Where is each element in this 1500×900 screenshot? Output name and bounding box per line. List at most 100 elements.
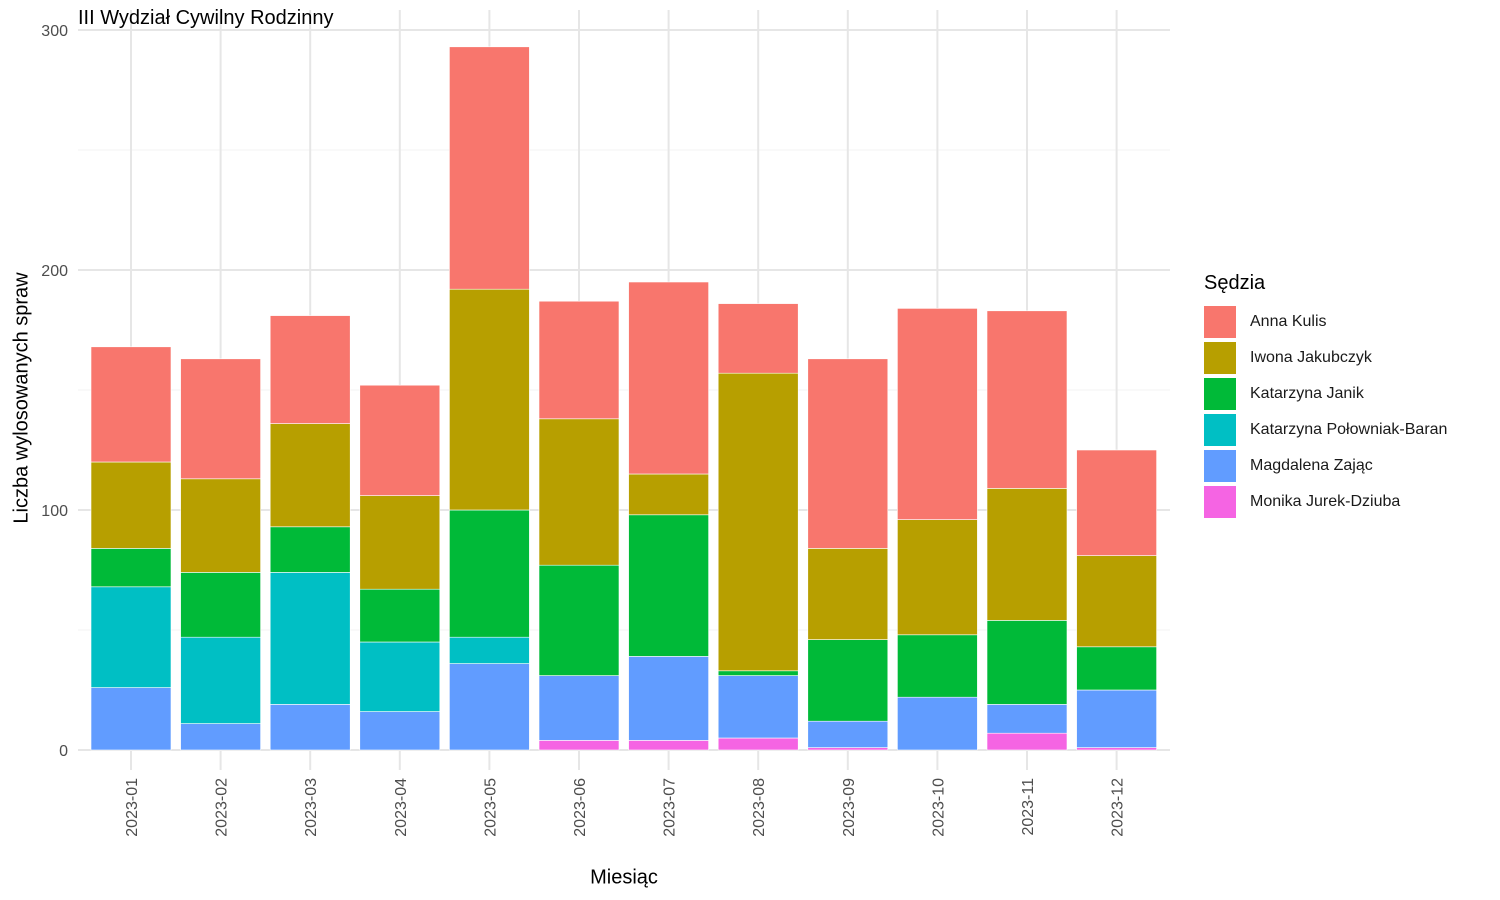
bar-segment xyxy=(269,704,351,751)
bar-segment xyxy=(628,514,709,657)
legend-swatch xyxy=(1204,414,1236,446)
legend-items: Anna Kulis Iwona Jakubczyk Katarzyna Janik… xyxy=(1204,304,1447,520)
legend-label: Anna Kulis xyxy=(1250,313,1327,330)
bar-segment xyxy=(986,310,1068,489)
x-tick-label: 2023-01 xyxy=(124,778,141,837)
x-tick-label: 2023-11 xyxy=(1020,778,1037,836)
chart-title: III Wydział Cywilny Rodzinny xyxy=(78,7,334,29)
x-tick-label: 2023-04 xyxy=(393,778,410,837)
bar-segment xyxy=(717,737,799,751)
x-tick-labels: 2023-01 2023-02 2023-03 2023-04 2023-05 2023-… xyxy=(124,778,1127,837)
bar-segment xyxy=(1076,555,1157,648)
bar-segment xyxy=(359,588,441,643)
bar-segment xyxy=(897,634,978,698)
legend-label: Magdalena Zając xyxy=(1250,457,1373,474)
legend-item: Magdalena Zając xyxy=(1204,448,1447,484)
y-axis-title: Liczba wylosowanych spraw xyxy=(10,272,33,524)
bar-segment xyxy=(897,308,978,520)
legend-swatch xyxy=(1204,342,1236,374)
legend-item: Katarzyna Połowniak-Baran xyxy=(1204,412,1447,448)
bar-segment xyxy=(269,423,351,528)
bar-segment xyxy=(807,720,889,748)
x-axis-title: Miesiąc xyxy=(590,866,658,889)
bar-segment xyxy=(180,572,261,638)
bar-segment xyxy=(359,641,441,712)
legend-swatch xyxy=(1204,450,1236,482)
legend-item: Monika Jurek-Dziuba xyxy=(1204,484,1447,520)
bar-segment xyxy=(90,346,172,463)
bar-segment xyxy=(449,636,530,664)
legend-label: Katarzyna Połowniak-Baran xyxy=(1250,421,1448,438)
x-tick-label: 2023-09 xyxy=(841,778,858,837)
legend-label: Iwona Jakubczyk xyxy=(1250,349,1372,366)
bar-segment xyxy=(628,281,709,475)
bar-segment xyxy=(986,732,1068,751)
bar-segment xyxy=(359,495,441,590)
legend-label: Monika Jurek-Dziuba xyxy=(1250,493,1401,510)
bar-segment xyxy=(807,639,889,722)
bar-segment xyxy=(90,548,172,588)
x-tick-label: 2023-08 xyxy=(751,778,768,837)
bar-segment xyxy=(807,747,889,751)
x-tick-label: 2023-03 xyxy=(303,778,320,837)
bar-segment xyxy=(717,670,799,676)
bar-segment xyxy=(180,358,261,480)
bar-segment xyxy=(986,488,1068,621)
bar-segment xyxy=(1076,689,1157,748)
y-tick-label: 300 xyxy=(41,23,68,40)
x-tick-label: 2023-06 xyxy=(572,778,589,837)
bar-segment xyxy=(538,740,620,751)
legend-swatch xyxy=(1204,486,1236,518)
bar-segment xyxy=(359,711,441,751)
bar-segment xyxy=(90,586,172,688)
bar-segment xyxy=(717,303,799,374)
bar-segment xyxy=(90,461,172,549)
legend: Sędzia Anna Kulis Iwona Jakubczyk Katarzyn… xyxy=(1204,272,1447,520)
x-tick-label: 2023-07 xyxy=(662,778,679,837)
bar-segment xyxy=(986,620,1068,705)
bar-segment xyxy=(269,526,351,573)
bar-segment xyxy=(449,288,530,511)
x-tick-label: 2023-02 xyxy=(214,778,231,837)
y-tick-labels: 0 100 200 300 xyxy=(41,23,68,760)
bar-segment xyxy=(628,740,709,751)
bar-segment xyxy=(180,723,261,751)
bar-segment xyxy=(897,696,978,751)
bar-segment xyxy=(269,315,351,424)
y-tick-label: 0 xyxy=(59,743,68,760)
bar-segment xyxy=(180,636,261,724)
legend-item: Anna Kulis xyxy=(1204,304,1447,340)
bar-segment xyxy=(538,418,620,566)
bar-segment xyxy=(628,656,709,741)
bar-segment xyxy=(897,519,978,636)
bar-segment xyxy=(986,704,1068,734)
legend-title: Sędzia xyxy=(1204,272,1266,294)
legend-item: Iwona Jakubczyk xyxy=(1204,340,1447,376)
bar-segment xyxy=(90,687,172,751)
bar-segment xyxy=(538,564,620,676)
bar-segment xyxy=(807,358,889,549)
bars xyxy=(90,46,1157,751)
bar-segment xyxy=(1076,747,1157,751)
legend-swatch xyxy=(1204,378,1236,410)
bar-segment xyxy=(1076,449,1157,556)
legend-label: Katarzyna Janik xyxy=(1250,385,1364,402)
bar-segment xyxy=(628,473,709,516)
x-tick-label: 2023-05 xyxy=(482,778,499,837)
bar-segment xyxy=(180,478,261,573)
y-tick-label: 200 xyxy=(41,263,68,280)
bar-segment xyxy=(538,675,620,741)
bar-segment xyxy=(717,372,799,672)
bar-segment xyxy=(1076,646,1157,691)
bar-segment xyxy=(449,663,530,751)
bar-segment xyxy=(269,572,351,705)
legend-swatch xyxy=(1204,306,1236,338)
bar-segment xyxy=(538,300,620,420)
legend-item: Katarzyna Janik xyxy=(1204,376,1447,412)
y-tick-label: 100 xyxy=(41,503,68,520)
bar-segment xyxy=(449,509,530,638)
x-tick-label: 2023-10 xyxy=(930,778,947,837)
bar-segment xyxy=(717,675,799,739)
bar-segment xyxy=(359,384,441,496)
